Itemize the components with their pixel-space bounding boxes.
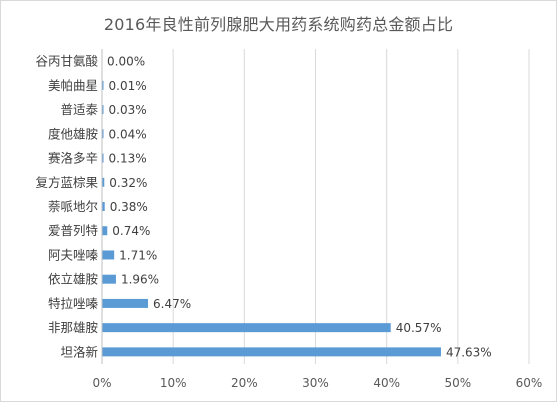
x-tick-label: 50%	[444, 376, 471, 390]
data-label: 6.47%	[153, 297, 191, 311]
category-label: 阿夫唑嗪	[48, 247, 99, 262]
bar	[102, 298, 149, 308]
category-label: 特拉唑嗪	[48, 296, 99, 311]
category-label: 赛洛多辛	[48, 151, 98, 166]
x-tick-label: 20%	[231, 376, 258, 390]
bar	[102, 226, 108, 236]
x-tick-label: 40%	[373, 376, 400, 390]
category-label: 萘哌地尔	[48, 199, 98, 214]
data-label: 0.04%	[109, 127, 147, 141]
category-label: 复方蓝棕果	[35, 175, 98, 190]
category-label: 度他雄胺	[48, 126, 98, 141]
data-label: 0.32%	[109, 176, 147, 190]
data-label: 0.13%	[109, 152, 147, 166]
category-label: 坦洛新	[60, 344, 98, 359]
category-label: 爱普列特	[48, 223, 98, 238]
data-label: 40.57%	[396, 321, 442, 335]
data-label: 0.01%	[109, 79, 147, 93]
data-label: 1.96%	[121, 273, 159, 287]
category-label: 谷丙甘氨酸	[35, 54, 98, 69]
data-label: 0.74%	[112, 224, 150, 238]
data-label: 0.38%	[110, 200, 148, 214]
bar	[102, 105, 104, 115]
chart-title: 2016年良性前列腺肥大用药系统购药总金额占比	[103, 15, 454, 34]
bar	[102, 274, 116, 284]
bar	[102, 250, 115, 260]
bar	[102, 80, 104, 90]
data-label: 1.71%	[119, 248, 157, 262]
data-label: 0.00%	[107, 55, 145, 69]
bar	[102, 153, 104, 163]
bar	[102, 323, 391, 333]
data-label: 0.03%	[109, 103, 147, 117]
category-label: 非那雄胺	[48, 320, 98, 335]
bar	[102, 202, 105, 211]
category-label: 依立雄胺	[48, 272, 98, 287]
category-label: 普适泰	[60, 102, 98, 117]
category-label: 美帕曲星	[48, 78, 98, 93]
x-tick-label: 60%	[516, 376, 543, 390]
bar	[102, 177, 105, 187]
bar	[102, 347, 441, 357]
data-label: 47.63%	[446, 345, 492, 359]
x-tick-label: 30%	[302, 376, 329, 390]
x-tick-label: 10%	[160, 376, 187, 390]
bar	[102, 129, 104, 139]
x-tick-label: 0%	[92, 376, 111, 390]
